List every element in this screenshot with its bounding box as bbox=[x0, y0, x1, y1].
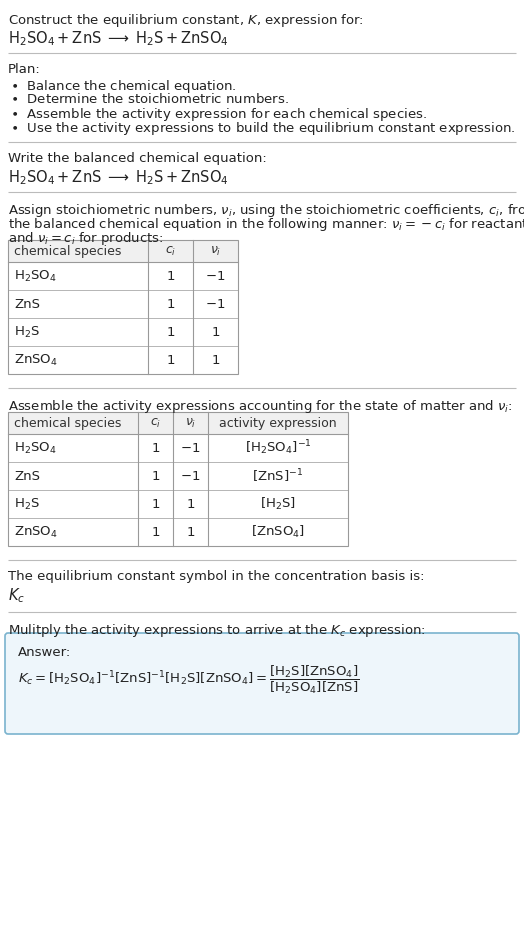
Text: 1: 1 bbox=[166, 353, 174, 366]
Text: $\bullet$  Determine the stoichiometric numbers.: $\bullet$ Determine the stoichiometric n… bbox=[10, 92, 289, 106]
Bar bbox=[8, 412, 348, 546]
Bar bbox=[8, 412, 348, 434]
Text: $\bullet$  Balance the chemical equation.: $\bullet$ Balance the chemical equation. bbox=[10, 78, 237, 95]
Bar bbox=[8, 240, 238, 262]
Text: $\mathrm{ZnSO_4}$: $\mathrm{ZnSO_4}$ bbox=[14, 525, 58, 540]
Text: $\bullet$  Assemble the activity expression for each chemical species.: $\bullet$ Assemble the activity expressi… bbox=[10, 106, 427, 123]
FancyBboxPatch shape bbox=[5, 633, 519, 734]
Text: 1: 1 bbox=[151, 470, 160, 482]
Text: $-1$: $-1$ bbox=[205, 297, 226, 310]
Text: chemical species: chemical species bbox=[14, 417, 122, 430]
Text: $K_c = [\mathrm{H_2SO_4}]^{-1}[\mathrm{ZnS}]^{-1}[\mathrm{H_2S}][\mathrm{ZnSO_4}: $K_c = [\mathrm{H_2SO_4}]^{-1}[\mathrm{Z… bbox=[18, 664, 359, 697]
Text: $[\mathrm{ZnS}]^{-1}$: $[\mathrm{ZnS}]^{-1}$ bbox=[253, 467, 303, 485]
Text: $\bullet$  Use the activity expressions to build the equilibrium constant expres: $\bullet$ Use the activity expressions t… bbox=[10, 120, 516, 137]
Text: $\nu_i$: $\nu_i$ bbox=[185, 417, 196, 430]
Text: 1: 1 bbox=[166, 297, 174, 310]
Text: 1: 1 bbox=[166, 270, 174, 283]
Text: $\mathrm{H_2SO_4 + ZnS \;\longrightarrow\; H_2S + ZnSO_4}$: $\mathrm{H_2SO_4 + ZnS \;\longrightarrow… bbox=[8, 29, 228, 47]
Text: $[\mathrm{ZnSO_4}]$: $[\mathrm{ZnSO_4}]$ bbox=[251, 524, 305, 540]
Text: Assign stoichiometric numbers, $\nu_i$, using the stoichiometric coefficients, $: Assign stoichiometric numbers, $\nu_i$, … bbox=[8, 202, 524, 219]
Text: activity expression: activity expression bbox=[219, 417, 337, 430]
Text: The equilibrium constant symbol in the concentration basis is:: The equilibrium constant symbol in the c… bbox=[8, 570, 424, 583]
Text: 1: 1 bbox=[151, 497, 160, 511]
Text: $c_i$: $c_i$ bbox=[150, 417, 161, 430]
Text: $[\mathrm{H_2S}]$: $[\mathrm{H_2S}]$ bbox=[260, 496, 296, 512]
Text: 1: 1 bbox=[211, 326, 220, 339]
Text: 1: 1 bbox=[186, 497, 195, 511]
Text: $\mathrm{ZnSO_4}$: $\mathrm{ZnSO_4}$ bbox=[14, 352, 58, 367]
Text: ZnS: ZnS bbox=[14, 470, 40, 482]
Text: $\nu_i$: $\nu_i$ bbox=[210, 245, 221, 257]
Text: 1: 1 bbox=[211, 353, 220, 366]
Text: $-1$: $-1$ bbox=[180, 441, 201, 455]
Text: $\mathrm{H_2SO_4 + ZnS \;\longrightarrow\; H_2S + ZnSO_4}$: $\mathrm{H_2SO_4 + ZnS \;\longrightarrow… bbox=[8, 168, 228, 187]
Text: the balanced chemical equation in the following manner: $\nu_i = -c_i$ for react: the balanced chemical equation in the fo… bbox=[8, 216, 524, 233]
Text: Write the balanced chemical equation:: Write the balanced chemical equation: bbox=[8, 152, 267, 165]
Text: ZnS: ZnS bbox=[14, 297, 40, 310]
Text: $-1$: $-1$ bbox=[180, 470, 201, 482]
Text: chemical species: chemical species bbox=[14, 245, 122, 257]
Text: 1: 1 bbox=[151, 441, 160, 455]
Text: 1: 1 bbox=[186, 526, 195, 538]
Text: 1: 1 bbox=[166, 326, 174, 339]
Text: and $\nu_i = c_i$ for products:: and $\nu_i = c_i$ for products: bbox=[8, 230, 163, 247]
Text: $\mathrm{H_2SO_4}$: $\mathrm{H_2SO_4}$ bbox=[14, 440, 57, 456]
Text: $\mathrm{H_2S}$: $\mathrm{H_2S}$ bbox=[14, 496, 40, 512]
Text: $\mathrm{H_2S}$: $\mathrm{H_2S}$ bbox=[14, 325, 40, 340]
Text: 1: 1 bbox=[151, 526, 160, 538]
Text: $-1$: $-1$ bbox=[205, 270, 226, 283]
Text: Assemble the activity expressions accounting for the state of matter and $\nu_i$: Assemble the activity expressions accoun… bbox=[8, 398, 512, 415]
Bar bbox=[8, 240, 238, 374]
Text: Mulitply the activity expressions to arrive at the $K_c$ expression:: Mulitply the activity expressions to arr… bbox=[8, 622, 426, 639]
Text: $\mathrm{H_2SO_4}$: $\mathrm{H_2SO_4}$ bbox=[14, 269, 57, 284]
Text: $K_c$: $K_c$ bbox=[8, 586, 25, 605]
Text: Answer:: Answer: bbox=[18, 646, 71, 659]
Text: $[\mathrm{H_2SO_4}]^{-1}$: $[\mathrm{H_2SO_4}]^{-1}$ bbox=[245, 438, 311, 457]
Text: Construct the equilibrium constant, $K$, expression for:: Construct the equilibrium constant, $K$,… bbox=[8, 12, 364, 29]
Text: Plan:: Plan: bbox=[8, 63, 41, 76]
Text: $c_i$: $c_i$ bbox=[165, 245, 176, 257]
